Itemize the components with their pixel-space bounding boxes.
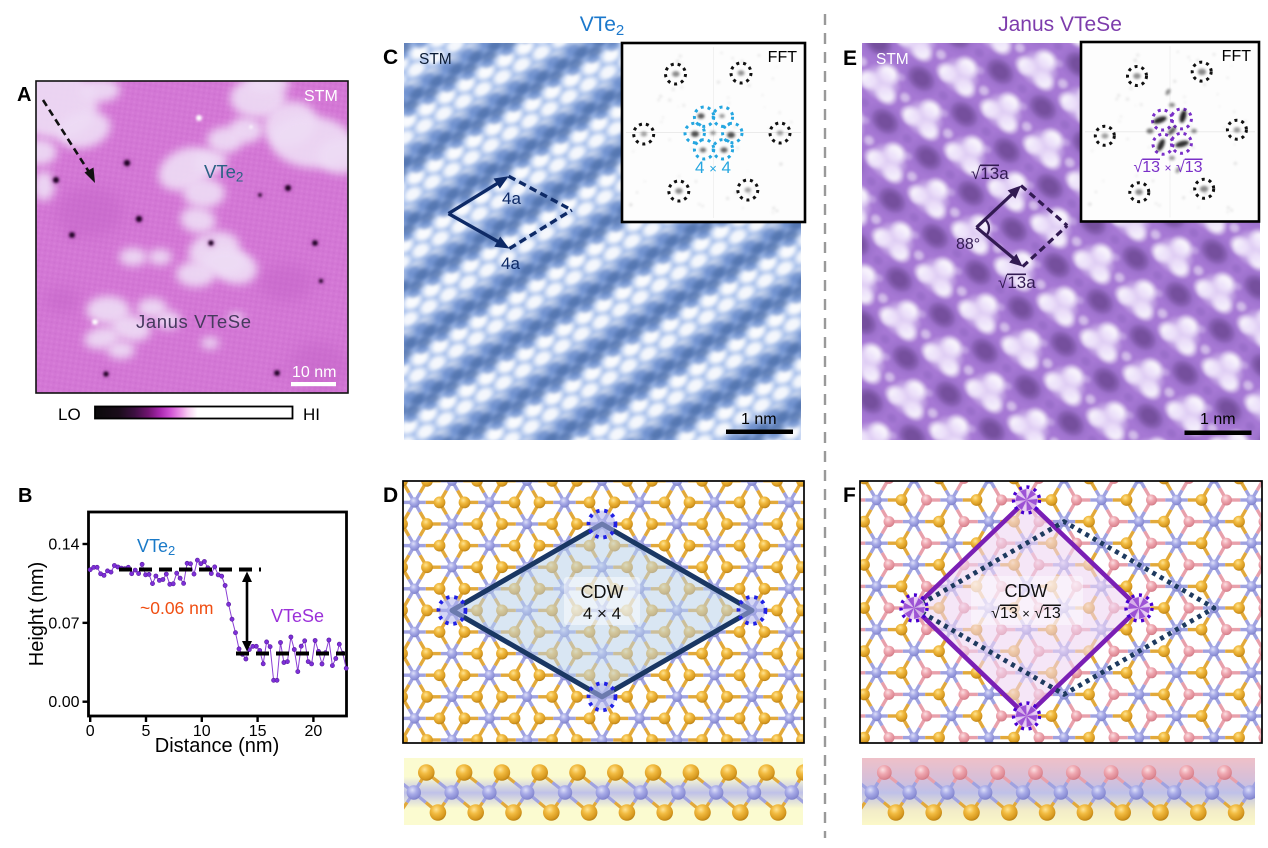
svg-text:Height (nm): Height (nm) [26,562,48,666]
svg-text:Distance (nm): Distance (nm) [155,735,279,757]
svg-text:√13 × √13: √13 × √13 [1133,159,1202,176]
svg-text:D: D [383,484,398,507]
svg-text:STM: STM [419,51,452,68]
svg-text:Janus VTeSe: Janus VTeSe [136,311,252,332]
svg-text:FFT: FFT [768,49,798,66]
svg-text:88°: 88° [956,236,980,253]
svg-text:C: C [383,46,398,69]
svg-text:10 nm: 10 nm [292,364,336,381]
svg-text:~0.06 nm: ~0.06 nm [140,598,213,618]
svg-text:E: E [843,47,857,70]
svg-text:4 × 4: 4 × 4 [583,604,621,623]
svg-text:F: F [843,484,856,507]
svg-text:1 nm: 1 nm [741,411,777,428]
svg-text:FFT: FFT [1222,48,1252,65]
svg-text:4a: 4a [501,254,520,273]
svg-text:0.00: 0.00 [48,694,79,711]
svg-text:4a: 4a [502,189,521,208]
svg-text:1 nm: 1 nm [1200,411,1236,428]
svg-text:√13 × √13: √13 × √13 [991,605,1061,622]
svg-text:STM: STM [876,51,909,68]
svg-text:VTeSe: VTeSe [271,606,324,626]
svg-text:HI: HI [303,405,320,424]
svg-text:Janus VTeSe: Janus VTeSe [998,13,1122,36]
svg-text:A: A [17,84,31,106]
svg-text:CDW: CDW [1005,581,1048,601]
svg-text:0: 0 [86,723,95,740]
svg-text:B: B [18,485,32,507]
svg-text:CDW: CDW [581,582,624,602]
svg-text:STM: STM [304,88,338,105]
svg-text:0.07: 0.07 [48,615,79,632]
svg-text:√13a: √13a [971,164,1009,183]
svg-text:√13a: √13a [998,273,1036,292]
svg-text:0.14: 0.14 [48,537,79,554]
svg-text:4 × 4: 4 × 4 [695,158,731,177]
svg-text:20: 20 [305,723,323,740]
svg-text:LO: LO [58,405,81,424]
svg-text:5: 5 [142,723,151,740]
